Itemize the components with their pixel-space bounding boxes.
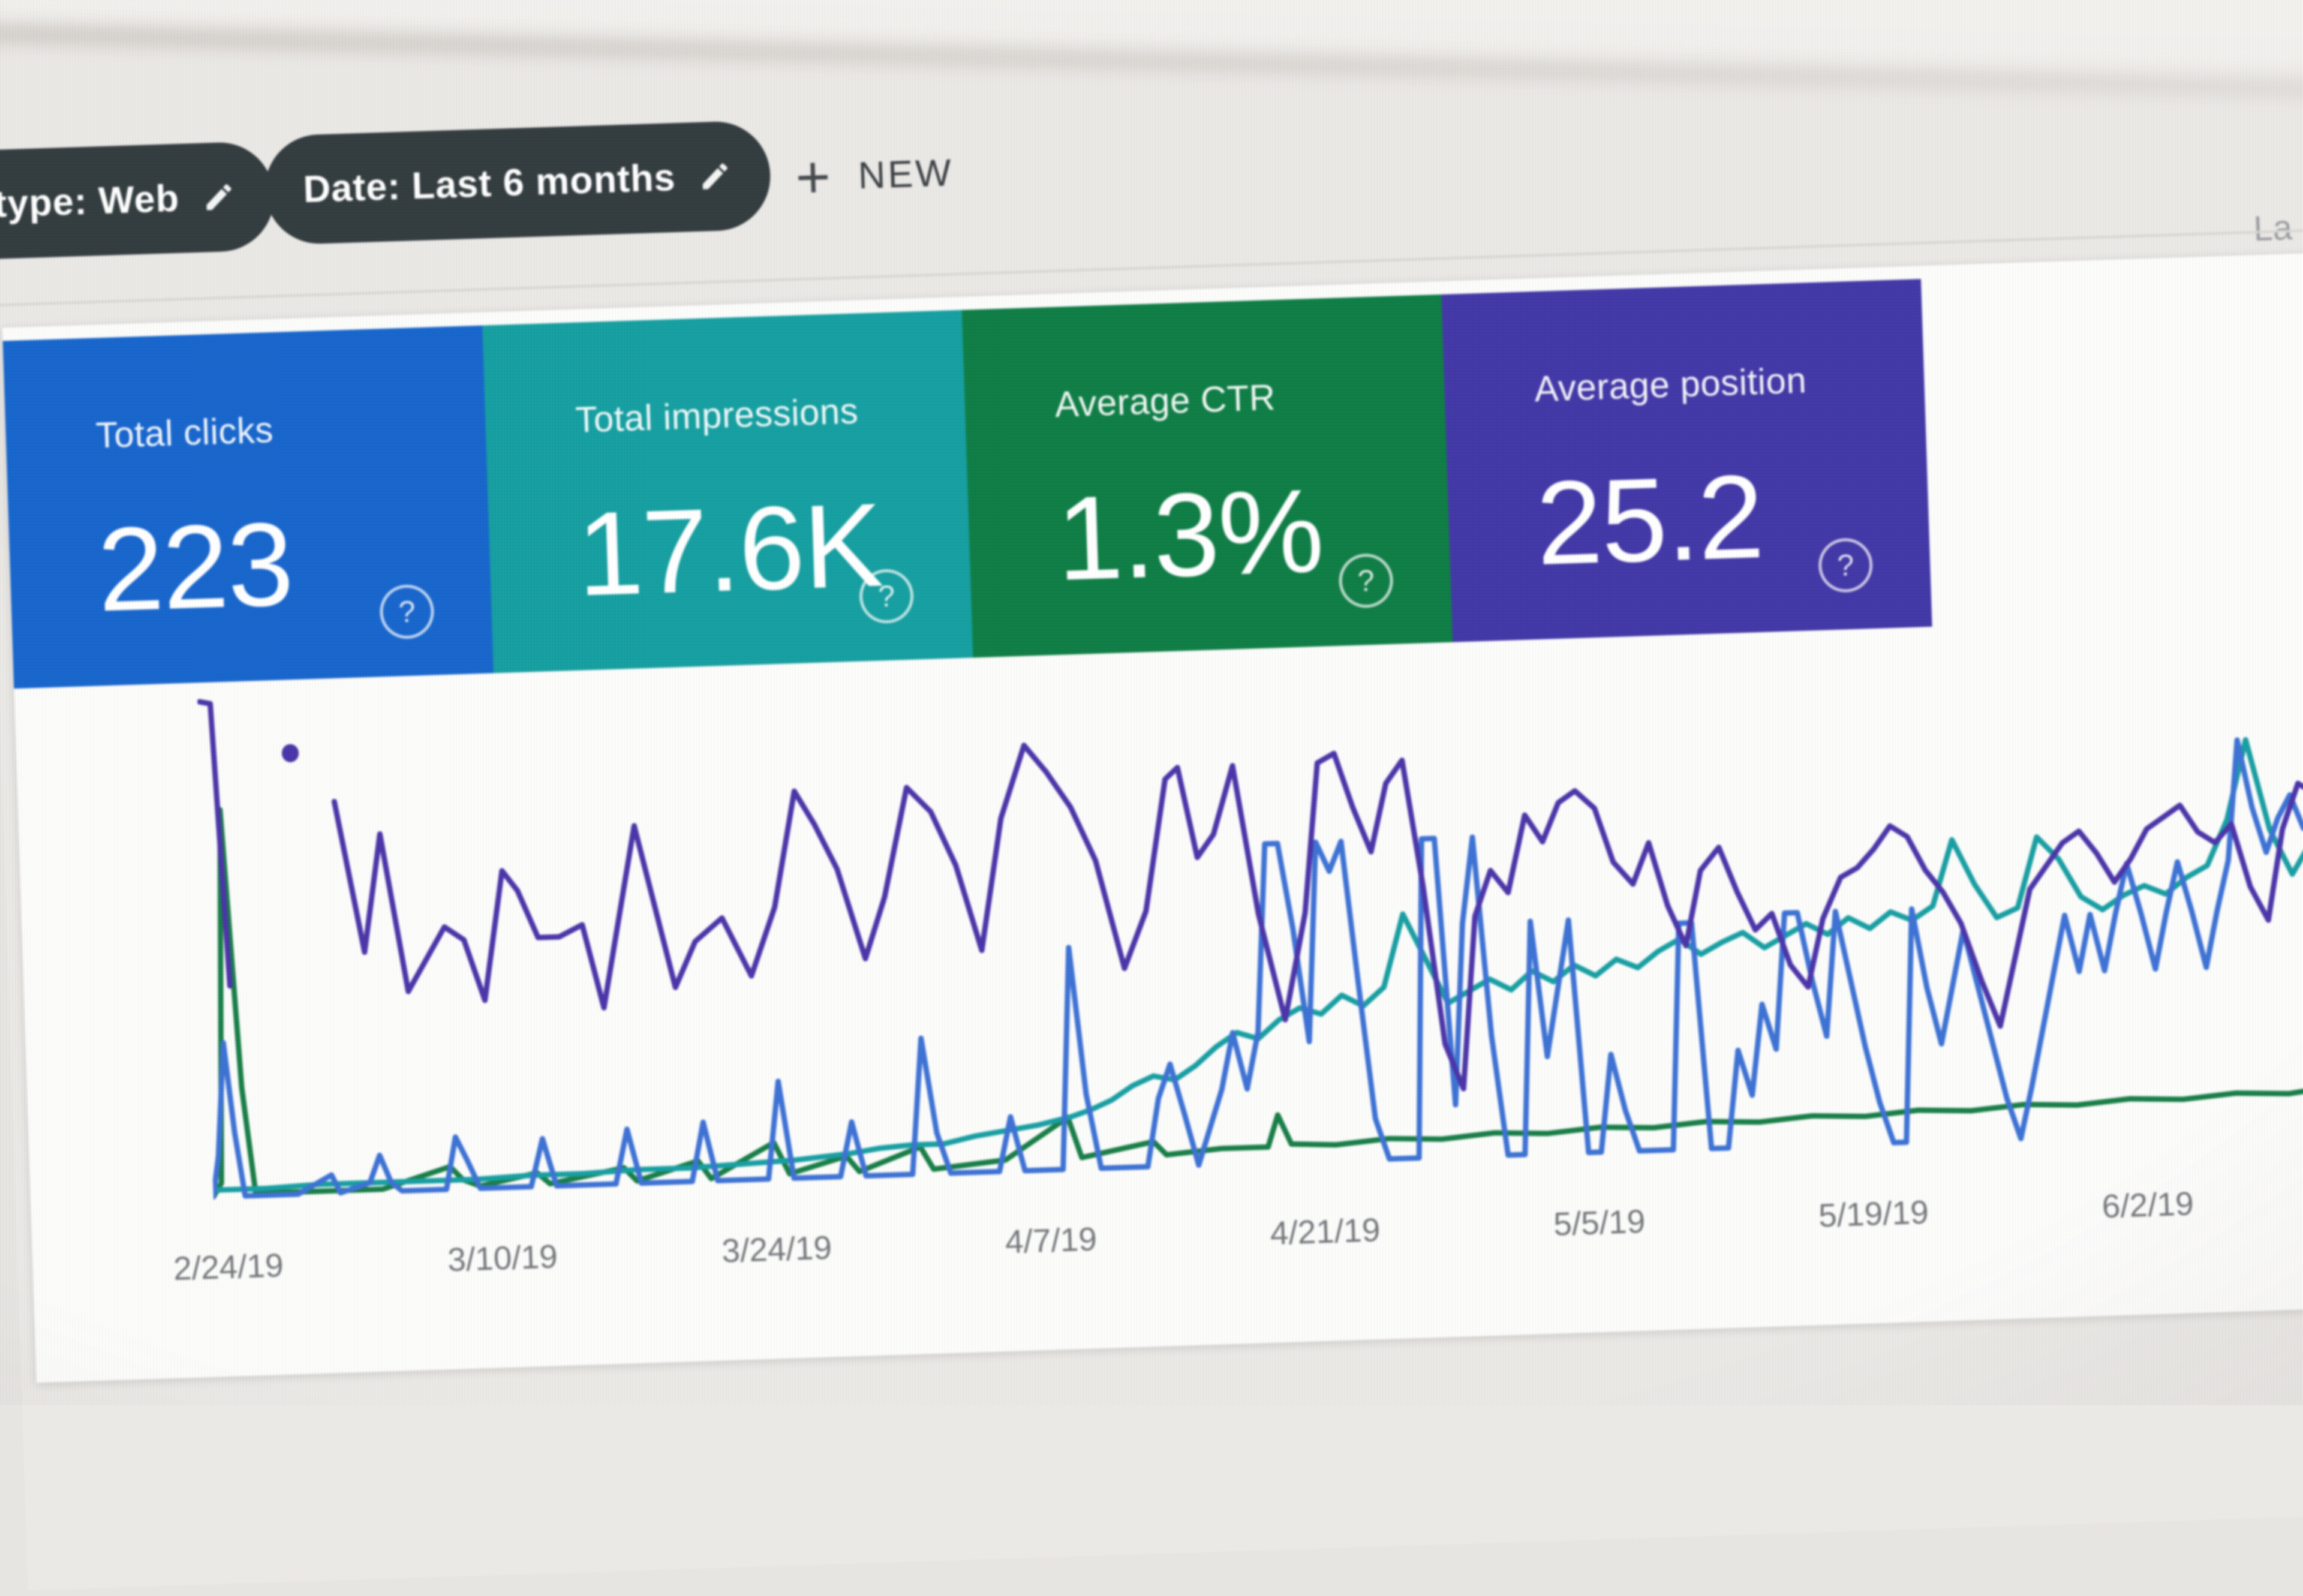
help-icon[interactable]: ? [379,584,435,640]
x-axis-tick-label: 2/24/19 [173,1246,284,1288]
metric-tiles-row: Total clicks 223 ? Total impressions 17.… [2,279,1932,689]
pencil-icon [702,163,728,190]
new-button-label: NEW [857,152,954,197]
x-axis-tick-label: 5/5/19 [1553,1202,1646,1243]
plus-icon: + [794,143,832,212]
filter-bar: type: Web Date: Last 6 months + NEW La [0,0,2303,309]
x-axis-tick-label: 3/10/19 [447,1237,558,1279]
x-axis-tick-label: 4/21/19 [1269,1211,1381,1252]
line-chart [197,613,2303,1224]
performance-chart [197,613,2303,1224]
average-ctr-tile[interactable]: Average CTR 1.3% ? [961,294,1453,658]
average-position-tile[interactable]: Average position 25.2 ? [1441,279,1932,642]
tile-value: 223 [95,497,294,636]
total-impressions-tile[interactable]: Total impressions 17.6K ? [482,309,973,674]
tile-label: Average position [1534,360,1808,410]
x-axis-tick-label: 3/24/19 [721,1228,832,1270]
tile-label: Average CTR [1054,377,1276,425]
tile-label: Total impressions [575,390,859,440]
x-axis-tick-label: 6/2/19 [2101,1185,2194,1225]
tile-value: 17.6K [575,478,884,621]
date-chip-label: Date: Last 6 months [302,157,677,211]
date-filter-chip[interactable]: Date: Last 6 months [263,120,772,246]
help-icon[interactable]: ? [1338,552,1394,609]
new-filter-button[interactable]: + NEW [794,131,955,220]
total-clicks-tile[interactable]: Total clicks 223 ? [2,325,494,689]
tile-value: 1.3% [1054,464,1325,605]
tile-value: 25.2 [1534,449,1765,590]
search-type-chip-label: type: Web [0,177,181,226]
x-axis-tick-label: 4/7/19 [1004,1220,1098,1261]
x-axis-tick-label: 5/19/19 [1818,1193,1929,1234]
performance-card: Total clicks 223 ? Total impressions 17.… [2,252,2303,1383]
last-updated-text-fragment: La [2253,208,2293,249]
help-icon[interactable]: ? [1817,537,1874,593]
pencil-icon [206,184,231,211]
search-type-filter-chip[interactable]: type: Web [0,140,276,266]
tile-label: Total clicks [95,409,274,456]
